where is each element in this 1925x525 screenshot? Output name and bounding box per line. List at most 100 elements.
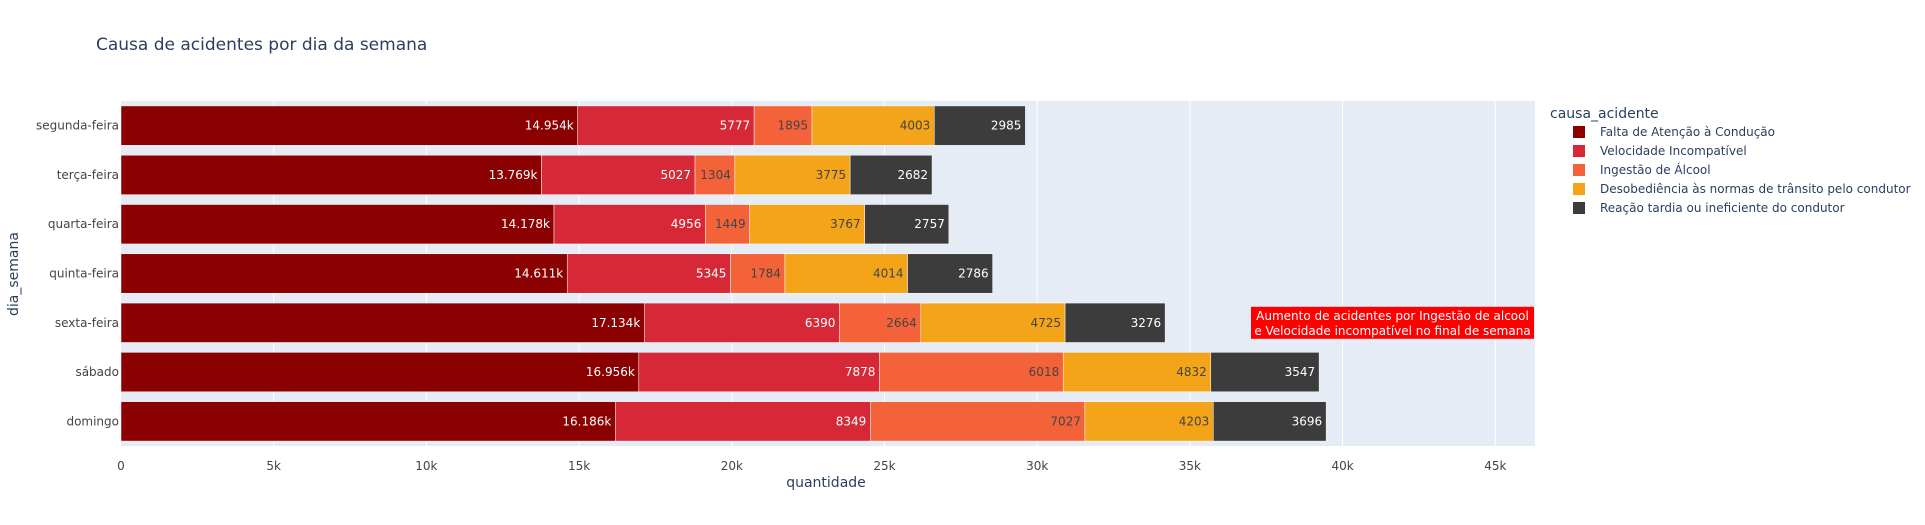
bar-segment[interactable] — [120, 352, 640, 393]
bar-data-label: 3767 — [830, 217, 861, 231]
x-tick-label: 25k — [873, 459, 895, 473]
bar-segment[interactable] — [644, 302, 840, 343]
bar-data-label: 14.178k — [501, 217, 550, 231]
bar-segment[interactable] — [753, 105, 813, 146]
bar-data-label: 6018 — [1029, 365, 1060, 379]
x-tick-label: 45k — [1484, 459, 1506, 473]
y-axis-title: dia_semana — [6, 232, 22, 316]
bar-data-label: 7027 — [1050, 414, 1081, 428]
y-tick-label: quarta-feira — [48, 217, 119, 231]
bar-data-label: 1304 — [700, 168, 731, 182]
legend-label: Velocidade Incompatível — [1600, 144, 1747, 158]
legend-label: Desobediência às normas de trânsito pelo… — [1600, 182, 1911, 196]
legend-item[interactable]: Ingestão de Álcool — [1573, 162, 1711, 177]
legend[interactable]: Falta de Atenção à Condução Velocidade In… — [1573, 125, 1911, 215]
bar-data-label: 8349 — [836, 414, 867, 428]
plot-area: 0 5k 10k 15k 20k 25k 30k 35k 40k 45k segunda-feira… — [36, 101, 1535, 473]
bar-data-label: 3547 — [1285, 365, 1316, 379]
legend-swatch — [1573, 126, 1585, 138]
bar-segment[interactable] — [705, 204, 750, 245]
bar-segment[interactable] — [811, 105, 935, 146]
annotation: Aumento de acidentes por Ingestão de alc… — [1251, 306, 1534, 339]
bar-segment[interactable] — [1062, 352, 1212, 393]
legend-item[interactable]: Velocidade Incompatível — [1573, 144, 1747, 158]
bar-segment[interactable] — [120, 401, 616, 442]
y-tick-label: sábado — [75, 365, 119, 379]
bar-data-label: 17.134k — [591, 316, 640, 330]
bar-data-label: 6390 — [805, 316, 836, 330]
bar-segment[interactable] — [907, 253, 993, 294]
bar-segment[interactable] — [1064, 302, 1166, 343]
bar-data-label: 14.954k — [525, 119, 574, 133]
bar-segment[interactable] — [566, 253, 731, 294]
bar-segment[interactable] — [541, 154, 696, 195]
bar-data-label: 3276 — [1131, 316, 1162, 330]
bar-data-label: 13.769k — [489, 168, 538, 182]
bar-segment[interactable] — [864, 204, 950, 245]
bar-segment[interactable] — [694, 154, 736, 195]
bar-data-label: 4956 — [671, 217, 702, 231]
bar-data-label: 2682 — [898, 168, 929, 182]
legend-swatch — [1573, 145, 1585, 157]
bar-segment[interactable] — [1210, 352, 1320, 393]
bar-data-label: 2985 — [991, 119, 1022, 133]
bar-segment[interactable] — [730, 253, 786, 294]
bar-data-label: 4725 — [1031, 316, 1062, 330]
bar-segment[interactable] — [1213, 401, 1327, 442]
bar-segment[interactable] — [553, 204, 706, 245]
bar-data-label: 4203 — [1179, 414, 1210, 428]
bar-segment[interactable] — [577, 105, 755, 146]
x-tick-label: 40k — [1331, 459, 1353, 473]
x-axis-title: quantidade — [786, 475, 866, 491]
bar-data-label: 2786 — [958, 267, 989, 281]
bar-data-label: 4832 — [1176, 365, 1207, 379]
bar-data-label: 2757 — [914, 217, 945, 231]
annotation-box — [1251, 306, 1534, 339]
bar-segment[interactable] — [120, 204, 555, 245]
bar-segment[interactable] — [615, 401, 871, 442]
bar-segment[interactable] — [839, 302, 922, 343]
bar-segment[interactable] — [849, 154, 933, 195]
legend-label: Falta de Atenção à Condução — [1600, 125, 1775, 139]
x-tick-label: 0 — [117, 459, 125, 473]
bar-data-label: 5345 — [696, 267, 727, 281]
bar-data-label: 5777 — [720, 119, 751, 133]
legend-label: Reação tardia ou ineficiente do condutor — [1600, 201, 1845, 215]
y-tick-label: domingo — [66, 414, 119, 428]
y-tick-label: quinta-feira — [49, 267, 119, 281]
bar-data-label: 16.956k — [586, 365, 635, 379]
bar-segment[interactable] — [120, 253, 568, 294]
bar-segment[interactable] — [734, 154, 851, 195]
bar-segment[interactable] — [920, 302, 1066, 343]
annotation-text: Aumento de acidentes por Ingestão de alc… — [1256, 309, 1529, 323]
bar-data-label: 2664 — [886, 316, 917, 330]
bar-data-label: 3775 — [816, 168, 847, 182]
bar-data-label: 4003 — [900, 119, 931, 133]
bar-segment[interactable] — [749, 204, 865, 245]
bar-segment[interactable] — [879, 352, 1064, 393]
legend-item[interactable]: Falta de Atenção à Condução — [1573, 125, 1775, 139]
legend-label: Ingestão de Álcool — [1600, 162, 1711, 177]
x-tick-label: 10k — [415, 459, 437, 473]
bar-segment[interactable] — [120, 154, 542, 195]
bar-segment[interactable] — [120, 302, 645, 343]
legend-swatch — [1573, 183, 1585, 195]
bar-segment[interactable] — [120, 105, 578, 146]
bar-data-label: 3696 — [1292, 414, 1323, 428]
bar-segment[interactable] — [638, 352, 880, 393]
bar-segment[interactable] — [933, 105, 1026, 146]
bar-data-label: 5027 — [660, 168, 691, 182]
x-tick-label: 20k — [721, 459, 743, 473]
annotation-text: e Velocidade incompatível no final de se… — [1254, 324, 1530, 338]
bar-data-label: 16.186k — [562, 414, 611, 428]
bar-data-label: 7878 — [845, 365, 876, 379]
legend-title: causa_acidente — [1550, 106, 1659, 122]
bar-data-label: 4014 — [873, 267, 904, 281]
legend-swatch — [1573, 202, 1585, 214]
y-tick-label: segunda-feira — [36, 119, 119, 133]
legend-item[interactable]: Reação tardia ou ineficiente do condutor — [1573, 201, 1845, 215]
legend-item[interactable]: Desobediência às normas de trânsito pelo… — [1573, 182, 1911, 196]
bar-segment[interactable] — [870, 401, 1086, 442]
bar-segment[interactable] — [784, 253, 908, 294]
